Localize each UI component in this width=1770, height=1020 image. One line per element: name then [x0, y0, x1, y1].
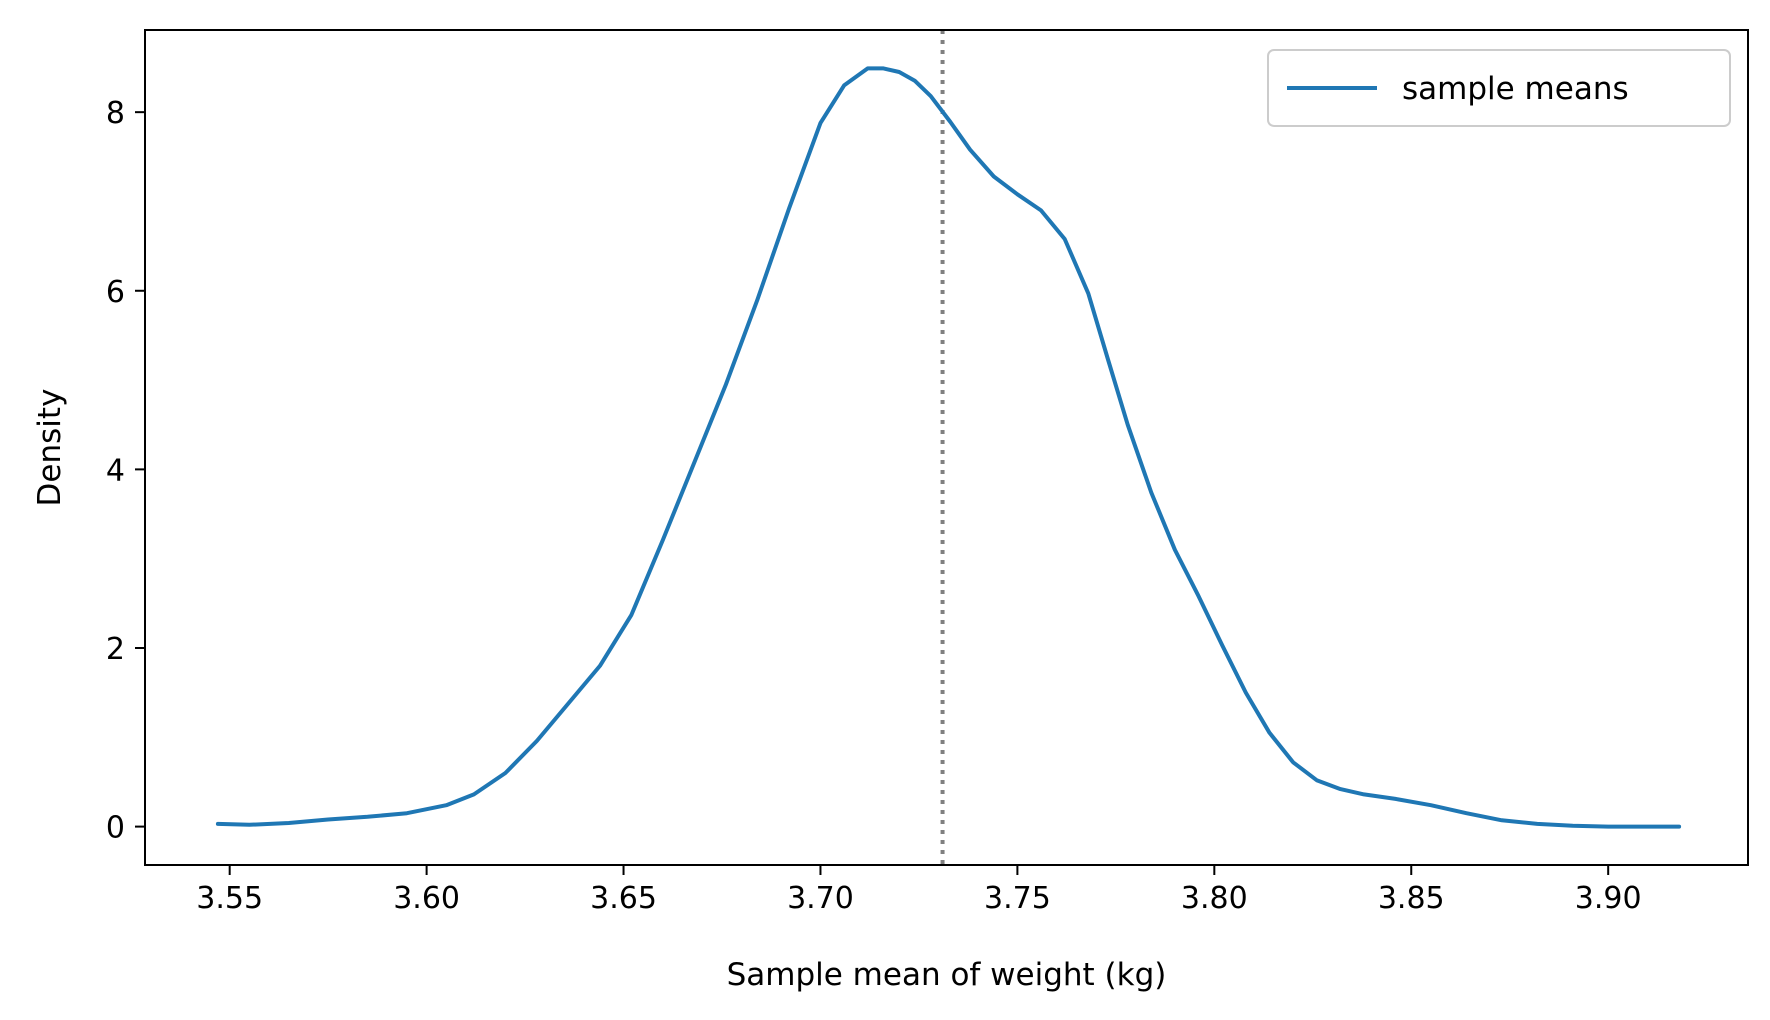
x-tick-label: 3.90 [1575, 881, 1642, 916]
legend-entry-sample-means: sample means [1402, 71, 1629, 107]
series-line-0 [215, 66, 1682, 829]
x-tick-label: 3.85 [1378, 881, 1445, 916]
x-tick-label: 3.75 [984, 881, 1051, 916]
legend: sample means [1267, 49, 1731, 127]
x-tick-label: 3.60 [393, 881, 460, 916]
y-tick-label: 8 [106, 96, 125, 131]
y-tick-label: 2 [106, 632, 125, 667]
x-tick-label: 3.65 [590, 881, 657, 916]
legend-box [1267, 49, 1731, 127]
plot-area [144, 29, 1749, 866]
x-tick-label: 3.55 [196, 881, 263, 916]
axes-frame [144, 29, 1749, 866]
y-axis-label: Density [32, 389, 68, 507]
x-axis: 3.55 3.60 3.65 3.70 3.75 3.80 3.85 3.90 [196, 865, 1642, 916]
y-axis: 0 2 4 6 8 [106, 96, 145, 846]
x-tick-label: 3.80 [1181, 881, 1248, 916]
x-axis-label: Sample mean of weight (kg) [727, 957, 1167, 993]
y-tick-label: 0 [106, 811, 125, 846]
y-tick-label: 6 [106, 275, 125, 310]
y-tick-label: 4 [106, 453, 125, 488]
x-tick-label: 3.70 [787, 881, 854, 916]
